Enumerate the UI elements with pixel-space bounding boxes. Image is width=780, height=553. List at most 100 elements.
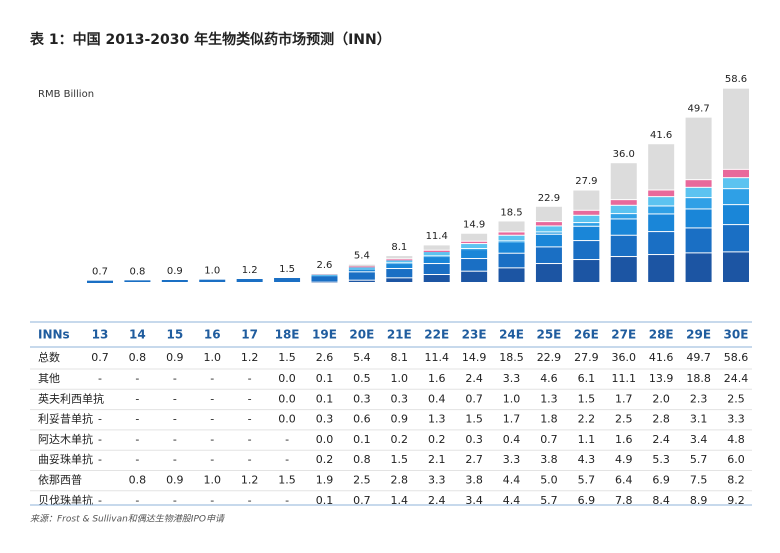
bar-segment xyxy=(685,187,712,198)
table-cell: 6.4 xyxy=(615,474,633,487)
bar-segment xyxy=(723,225,749,252)
table-cell: - xyxy=(210,494,214,507)
bar-segment xyxy=(610,200,637,205)
bar-segment xyxy=(498,235,525,241)
column-header: 17 xyxy=(241,328,258,342)
bar-segment xyxy=(723,169,749,178)
bar-segment xyxy=(348,267,375,270)
table-cell: 41.6 xyxy=(649,351,674,364)
table-cell: - xyxy=(98,372,102,385)
column-header: 18E xyxy=(275,328,300,342)
column-header: 26E xyxy=(574,328,599,342)
row-label: 依那西普 xyxy=(38,473,82,487)
bar-segment xyxy=(423,245,450,250)
table-cell: - xyxy=(173,413,177,426)
table-cell: 1.1 xyxy=(578,433,596,446)
bar-segment xyxy=(236,279,263,282)
table-cell: 0.8 xyxy=(129,474,147,487)
total-label: 49.7 xyxy=(687,104,709,115)
table-cell: 0.0 xyxy=(278,413,296,426)
table-cell: 2.5 xyxy=(615,413,633,426)
column-header: 22E xyxy=(424,328,449,342)
table-cell: 1.0 xyxy=(503,392,521,405)
table-cell: 1.5 xyxy=(578,392,596,405)
total-label: 1.2 xyxy=(242,265,258,276)
bar-segment xyxy=(648,144,675,190)
bar-segment xyxy=(461,250,488,259)
table-cell: 5.3 xyxy=(652,453,670,466)
bar-segment xyxy=(573,241,600,260)
bar-segment xyxy=(386,269,413,278)
bar-segment xyxy=(348,266,375,268)
table-cell: 3.4 xyxy=(465,494,483,507)
bar xyxy=(87,280,113,283)
table-cell: 1.5 xyxy=(278,474,296,487)
table-cell: 0.7 xyxy=(353,494,371,507)
column-header: 19E xyxy=(312,328,337,342)
table-cell: 5.7 xyxy=(690,453,708,466)
table-cell: 6.0 xyxy=(727,453,745,466)
bar-segment xyxy=(423,257,450,264)
bar-segment xyxy=(648,190,675,197)
total-label: 58.6 xyxy=(725,74,747,85)
table-cell: - xyxy=(248,372,252,385)
table-cell: 18.5 xyxy=(499,351,524,364)
table-cell: 4.6 xyxy=(540,372,558,385)
bar-segment xyxy=(423,256,450,258)
bar-segment xyxy=(535,264,562,282)
table-cell: 5.7 xyxy=(578,474,596,487)
table-cell: 0.2 xyxy=(391,433,409,446)
table-cell: 6.9 xyxy=(578,494,596,507)
row-label: 利妥昔单抗 xyxy=(38,412,93,426)
total-label: 8.1 xyxy=(391,242,407,253)
bar-segment xyxy=(348,269,375,272)
table-cell: 0.1 xyxy=(353,433,371,446)
table-cell: 2.0 xyxy=(652,392,670,405)
column-header: 14 xyxy=(129,328,146,342)
table-cell: - xyxy=(210,372,214,385)
bar-segment xyxy=(685,180,712,187)
table-cell: 8.9 xyxy=(690,494,708,507)
total-label: 22.9 xyxy=(538,193,560,204)
row-label: 其他 xyxy=(38,372,60,385)
row-label: 阿达木单抗 xyxy=(38,432,93,446)
bar-segment xyxy=(161,280,188,282)
bar-segment xyxy=(535,234,562,247)
bar-segment xyxy=(723,205,749,225)
bar-segment xyxy=(535,206,562,222)
table-cell: 4.3 xyxy=(578,453,596,466)
table-cell: 8.1 xyxy=(391,351,409,364)
bar-segment xyxy=(124,280,151,282)
column-header: 21E xyxy=(387,328,412,342)
table-cell: 2.5 xyxy=(727,392,745,405)
table-cell: 5.7 xyxy=(540,494,558,507)
bar-segment xyxy=(648,214,675,232)
bar-segment xyxy=(573,190,600,210)
table-cell: - xyxy=(98,453,102,466)
table-cell: 0.7 xyxy=(91,351,109,364)
bar-segment xyxy=(199,279,226,282)
table-cell: 3.8 xyxy=(465,474,483,487)
bar-segment xyxy=(535,222,562,226)
total-label: 11.4 xyxy=(426,231,448,242)
bar-segment xyxy=(535,232,562,234)
table-cell: 4.8 xyxy=(727,433,745,446)
bar-segment xyxy=(461,249,488,251)
bar-segment xyxy=(386,278,413,282)
table-cell: 1.8 xyxy=(540,413,558,426)
table-cell: - xyxy=(248,433,252,446)
table-cell: 0.3 xyxy=(316,413,334,426)
table-cell: 2.7 xyxy=(465,453,483,466)
bar-segment xyxy=(348,272,375,280)
bar-segment xyxy=(423,250,450,253)
table-cell: 0.8 xyxy=(129,351,147,364)
table-cell: 27.9 xyxy=(574,351,599,364)
column-header: 24E xyxy=(499,328,524,342)
bar-segment xyxy=(685,117,712,180)
table-cell: 1.0 xyxy=(203,351,221,364)
bar-segment xyxy=(461,271,488,282)
bar-segment xyxy=(386,259,413,261)
table-cell: 24.4 xyxy=(724,372,749,385)
table-cell: 4.9 xyxy=(615,453,633,466)
